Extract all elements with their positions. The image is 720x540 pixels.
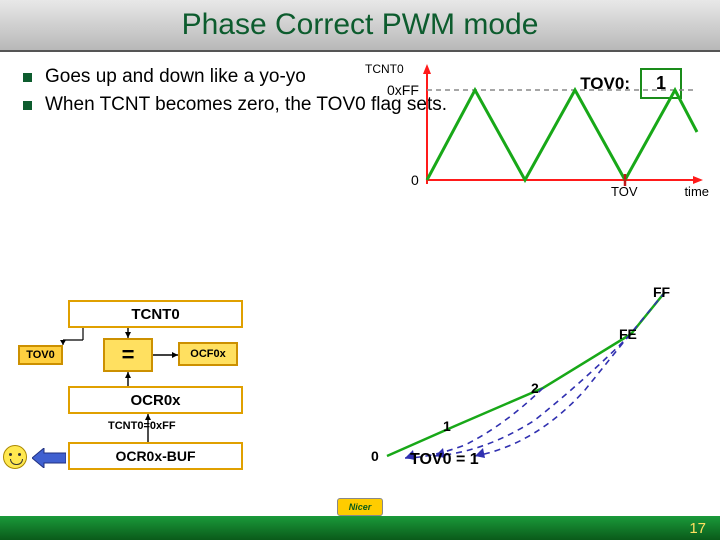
wave-0xff: 0xFF bbox=[387, 82, 419, 98]
tcnt0-condition: TCNT0=0xFF bbox=[108, 420, 176, 432]
tov0-equation: TOV0 = 1 bbox=[410, 451, 479, 469]
footer-bar: 17 bbox=[0, 516, 720, 540]
curve-label-0: 0 bbox=[371, 448, 379, 464]
wave-x-label: time bbox=[684, 184, 709, 199]
count-curve-diagram: 0 1 2 FE FF bbox=[335, 280, 695, 480]
page-number: 17 bbox=[689, 520, 706, 537]
block-ocr0x-buf: OCR0x-BUF bbox=[68, 442, 243, 470]
block-diagram: TCNT0 TOV0 = OCF0x OCR0x TCNT0=0xFF OCR0… bbox=[18, 300, 298, 500]
block-ocr0x: OCR0x bbox=[68, 386, 243, 414]
wave-svg bbox=[405, 62, 705, 202]
title-bar: Phase Correct PWM mode bbox=[0, 0, 720, 52]
page-title: Phase Correct PWM mode bbox=[182, 8, 539, 42]
block-tov0: TOV0 bbox=[18, 345, 63, 365]
curve-label-fe: FE bbox=[619, 326, 637, 342]
wave-zero: 0 bbox=[411, 172, 419, 188]
curve-label-2: 2 bbox=[531, 380, 539, 396]
left-arrow-icon bbox=[32, 448, 66, 468]
curve-label-1: 1 bbox=[443, 418, 451, 434]
smiley-icon bbox=[3, 445, 27, 469]
wave-y-label: TCNT0 bbox=[365, 62, 404, 76]
wave-event-label: TOV bbox=[611, 184, 638, 199]
curve-svg bbox=[335, 280, 695, 480]
curve-label-ff: FF bbox=[653, 284, 670, 300]
block-ocf0x: OCF0x bbox=[178, 342, 238, 366]
block-equals: = bbox=[103, 338, 153, 372]
footer-logo: Nicer bbox=[337, 498, 383, 516]
triangle-wave-chart: TCNT0 0xFF 0 time TOV bbox=[405, 62, 705, 202]
block-tcnt0: TCNT0 bbox=[68, 300, 243, 328]
